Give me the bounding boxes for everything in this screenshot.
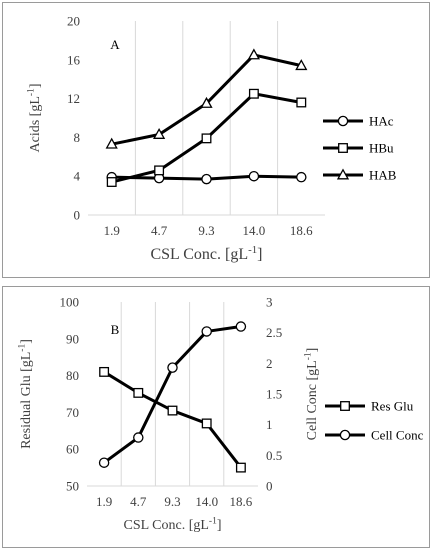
chart-0-y-tick-label: 16 xyxy=(67,52,81,67)
chart-1-legend-label: Cell Conc xyxy=(371,428,424,443)
chart-1-data-point-cell-conc xyxy=(98,457,110,468)
chart-1-y-tick-label: 90 xyxy=(66,331,79,346)
chart-0-y-tick-label: 4 xyxy=(74,169,81,184)
chart-1-legend-marker xyxy=(339,429,351,441)
chart-0-legend-label: HBu xyxy=(369,141,394,156)
chart-1-y2-tick-label: 2 xyxy=(266,356,273,371)
chart-0-legend-marker xyxy=(336,168,350,180)
chart-1-y-tick-label: 80 xyxy=(66,368,79,383)
chart-1-y-axis-title: Residual Glu [gL-1] xyxy=(18,339,34,449)
chart-0-data-point-hbu xyxy=(296,97,307,108)
chart-0-y-tick-label: 20 xyxy=(67,14,80,29)
chart-0-legend-label: HAB xyxy=(369,168,397,183)
chart-0-legend-marker xyxy=(338,143,348,153)
chart-1-y-tick-label: 60 xyxy=(66,442,79,457)
chart-1-panel-label: B xyxy=(111,322,120,337)
chart-b-panel: 50 60 70 80 90 100 0 0.5 1 1.5 2 2.5 3 1.9 4.7 9.3 14.0 1… xyxy=(2,286,430,548)
chart-1-x-axis-title: CSL Conc. [gL-1] xyxy=(123,517,221,533)
chart-1-data-point-res-glu xyxy=(99,366,110,377)
chart-0-x-tick-label: 18.6 xyxy=(290,223,313,238)
chart-1-legend-label: Res Glu xyxy=(371,399,414,414)
chart-1-data-point-cell-conc xyxy=(133,432,144,443)
chart-0-x-axis-title: CSL Conc. [gL-1] xyxy=(150,244,262,263)
chart-0-data-point-hab xyxy=(152,127,166,139)
chart-1-x-tick-label: 18.6 xyxy=(230,494,253,509)
chart-0-data-point-hac xyxy=(248,170,260,182)
chart-1-x-tick-label: 9.3 xyxy=(164,494,180,509)
chart-1-data-point-cell-conc xyxy=(235,321,247,332)
chart-1-y2-axis-title: Cell Conc [gL-1] xyxy=(304,348,320,441)
chart-0-data-point-hbu xyxy=(201,133,212,144)
chart-1-series-line-res-glu xyxy=(103,370,243,469)
chart-1-data-point-cell-conc xyxy=(167,362,178,373)
chart-0-data-point-hab xyxy=(295,59,308,71)
chart-1-y2-tick-label: 0 xyxy=(266,479,273,494)
chart-1-y2-tick-label: 0.5 xyxy=(266,448,282,463)
chart-a-svg: 0 4 8 12 16 20 1.9 4.7 9.3 14.0 18.6 CSL Conc. [gL-… xyxy=(27,14,397,264)
chart-1-x-tick-label: 4.7 xyxy=(130,494,147,509)
chart-0-x-tick-label: 9.3 xyxy=(198,223,214,238)
chart-1-y2-tick-label: 1.5 xyxy=(266,387,282,402)
chart-1-y2-tick-label: 3 xyxy=(266,295,273,310)
chart-0-data-point-hbu xyxy=(106,177,117,187)
chart-0-data-point-hab xyxy=(200,96,213,108)
chart-0-data-point-hbu xyxy=(248,88,259,99)
chart-0-data-point-hac xyxy=(296,171,307,183)
chart-1-data-point-res-glu xyxy=(235,462,246,473)
chart-0-data-point-hab xyxy=(105,137,118,149)
chart-1-data-point-res-glu xyxy=(201,418,212,429)
chart-1-data-point-res-glu xyxy=(133,387,144,398)
chart-0-panel-label: A xyxy=(110,37,120,52)
chart-a-panel: 0 4 8 12 16 20 1.9 4.7 9.3 14.0 18.6 CSL Conc. [gL-… xyxy=(2,2,430,278)
chart-1-data-point-res-glu xyxy=(167,405,178,416)
chart-0-legend-label: HAc xyxy=(369,114,394,129)
chart-1-data-point-cell-conc xyxy=(201,326,212,337)
chart-0-x-tick-label: 1.9 xyxy=(104,223,120,238)
chart-0-data-point-hbu xyxy=(154,165,165,176)
chart-1-y2-tick-label: 2.5 xyxy=(266,325,282,340)
chart-0-x-tick-label: 14.0 xyxy=(243,223,266,238)
chart-0-data-point-hac xyxy=(201,173,212,185)
chart-1-legend-marker xyxy=(340,401,350,411)
chart-0-data-point-hab xyxy=(247,48,261,60)
chart-0-y-tick-label: 8 xyxy=(74,130,81,145)
chart-1-x-tick-label: 14.0 xyxy=(195,494,218,509)
chart-b-svg: 50 60 70 80 90 100 0 0.5 1 1.5 2 2.5 3 1.9 4.7 9.3 14.0 1… xyxy=(18,295,424,534)
chart-1-y2-tick-label: 1 xyxy=(266,417,273,432)
chart-0-y-tick-label: 0 xyxy=(74,208,81,223)
chart-1-y-tick-label: 100 xyxy=(60,295,80,310)
chart-1-x-tick-label: 1.9 xyxy=(96,494,112,509)
chart-1-y-tick-label: 50 xyxy=(66,479,79,494)
chart-0-x-tick-label: 4.7 xyxy=(151,223,168,238)
chart-0-legend-marker xyxy=(337,115,349,127)
chart-0-y-axis-title: Acids [gL-1] xyxy=(27,84,43,153)
chart-1-y-tick-label: 70 xyxy=(66,405,79,420)
chart-0-y-tick-label: 12 xyxy=(67,91,80,106)
